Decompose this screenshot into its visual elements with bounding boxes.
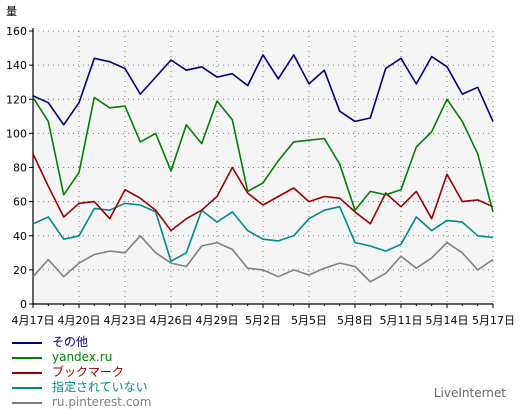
- x-tick-label: 4月23日: [104, 314, 147, 327]
- y-tick-label: 160: [6, 25, 27, 38]
- legend: その他 yandex.ru ブックマーク 指定されていない ru.pintere…: [12, 335, 151, 410]
- liveinternet-brand: LiveInternet: [433, 386, 506, 400]
- y-tick-label: 80: [13, 162, 27, 175]
- y-axis-label: 量: [6, 5, 17, 18]
- legend-item-other: その他: [12, 335, 151, 350]
- legend-label: ru.pinterest.com: [52, 395, 152, 409]
- legend-label: 指定されていない: [52, 380, 148, 394]
- series-line: [32, 235, 494, 283]
- x-tick-label: 5月5日: [291, 314, 327, 327]
- series-line: [32, 96, 494, 213]
- y-tick-label: 100: [6, 127, 27, 140]
- series-line: [32, 153, 494, 232]
- x-tick-label: 5月8日: [337, 314, 373, 327]
- x-tick-label: 5月17日: [472, 314, 515, 327]
- legend-swatch: [12, 371, 42, 374]
- x-tick-label: 5月11日: [380, 314, 423, 327]
- series-lines: [32, 54, 494, 283]
- x-tick-label: 4月17日: [12, 314, 55, 327]
- x-tick-label: 5月2日: [245, 314, 281, 327]
- legend-item-bookmarks: ブックマーク: [12, 365, 151, 380]
- y-tick-label: 0: [20, 298, 27, 311]
- legend-swatch: [12, 401, 42, 404]
- y-tick-label: 40: [13, 230, 27, 243]
- x-tick-label: 5月14日: [426, 314, 469, 327]
- legend-label: yandex.ru: [52, 350, 113, 364]
- legend-item-yandex: yandex.ru: [12, 350, 151, 365]
- y-tick-label: 60: [13, 196, 27, 209]
- y-tick-label: 20: [13, 264, 27, 277]
- x-tick-label: 4月29日: [196, 314, 239, 327]
- x-tick-label: 4月20日: [58, 314, 101, 327]
- legend-item-pinterest: ru.pinterest.com: [12, 395, 151, 410]
- axes: [29, 28, 494, 308]
- y-tick-label: 140: [6, 59, 27, 72]
- series-line: [32, 202, 494, 263]
- x-tick-label: 4月26日: [150, 314, 193, 327]
- legend-swatch: [12, 356, 42, 359]
- legend-swatch: [12, 386, 42, 389]
- legend-label: その他: [52, 335, 89, 349]
- tick-labels: 0 20 40 60 80 100 120 140 160 4月17日 4月20日 4月23日 4月26…: [6, 25, 515, 327]
- legend-item-unspecified: 指定されていない: [12, 380, 151, 395]
- legend-label: ブックマーク: [52, 365, 125, 379]
- y-tick-label: 120: [6, 93, 27, 106]
- legend-swatch: [12, 341, 42, 344]
- series-line: [32, 54, 494, 126]
